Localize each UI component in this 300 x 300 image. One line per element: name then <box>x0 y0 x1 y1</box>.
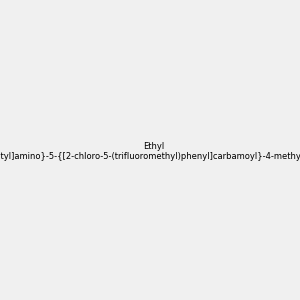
Text: Ethyl 2-{[(4-chlorophenyl)acetyl]amino}-5-{[2-chloro-5-(trifluoromethyl)phenyl]c: Ethyl 2-{[(4-chlorophenyl)acetyl]amino}-… <box>0 142 300 161</box>
